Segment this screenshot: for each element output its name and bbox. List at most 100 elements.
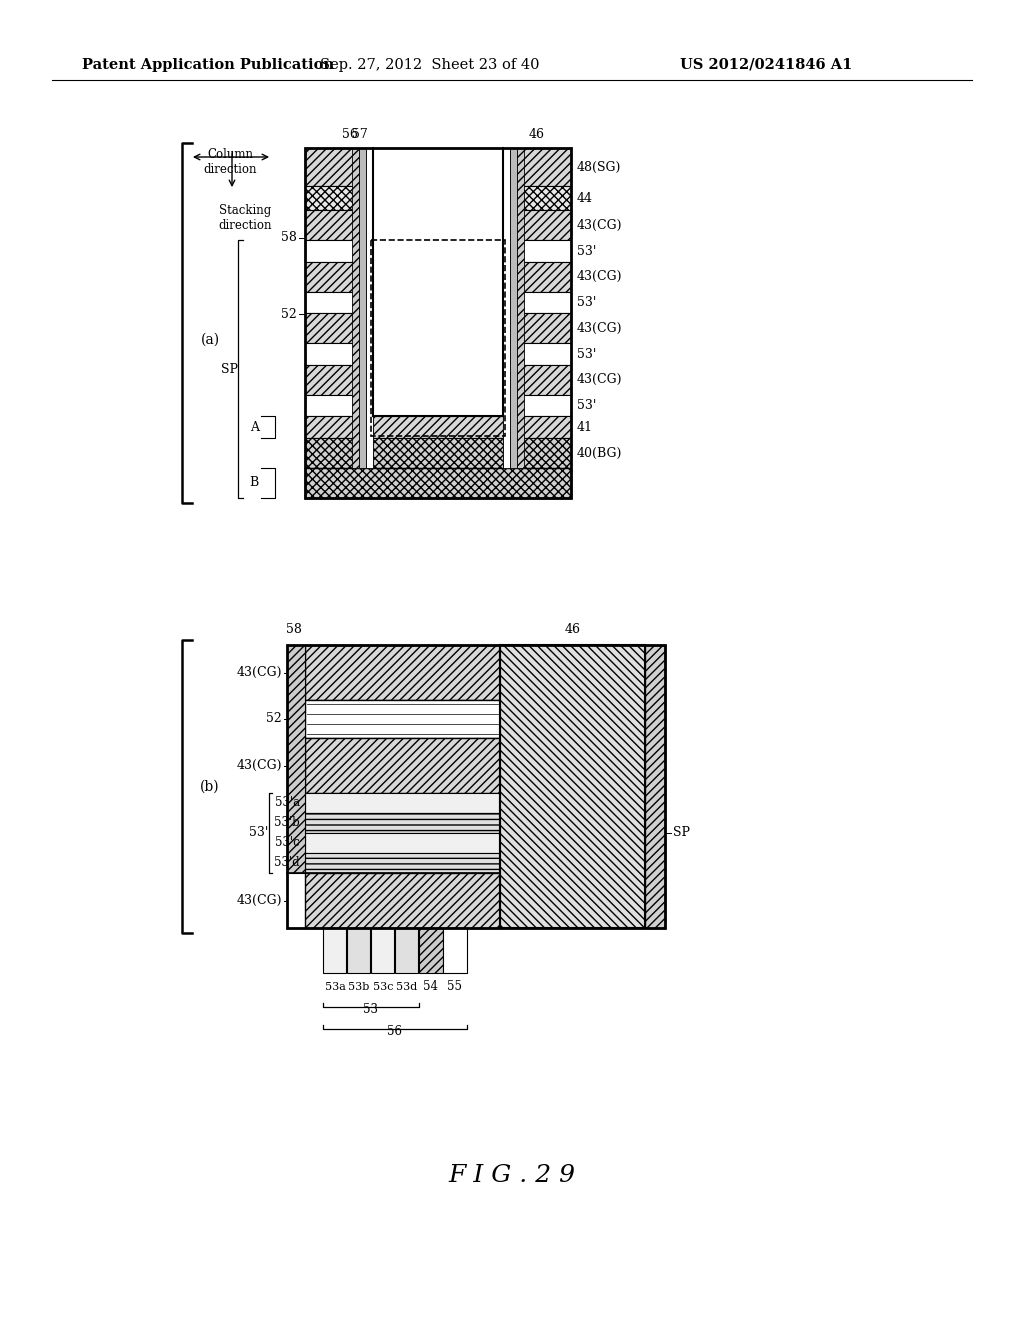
Bar: [373, 438, 503, 469]
Bar: [503, 343, 571, 364]
Text: (a): (a): [201, 333, 219, 347]
Bar: [305, 364, 373, 395]
Bar: [443, 928, 467, 973]
Bar: [503, 186, 571, 210]
Text: 58: 58: [286, 623, 302, 636]
Bar: [305, 438, 373, 469]
Text: A: A: [250, 421, 259, 434]
Bar: [305, 395, 373, 417]
Bar: [287, 645, 305, 873]
Text: 46: 46: [564, 623, 581, 636]
Text: 53': 53': [249, 826, 268, 840]
Bar: [503, 313, 571, 343]
Bar: [503, 261, 571, 292]
Text: 53'b: 53'b: [274, 817, 300, 829]
Bar: [373, 148, 503, 417]
Bar: [305, 853, 500, 873]
Bar: [371, 928, 394, 973]
Bar: [347, 928, 370, 973]
Text: 53'a: 53'a: [274, 796, 300, 809]
Bar: [305, 292, 373, 313]
Text: 53': 53': [577, 399, 596, 412]
Text: B: B: [250, 477, 259, 490]
Bar: [305, 700, 500, 738]
Text: 54: 54: [424, 981, 438, 994]
Text: 53d: 53d: [396, 982, 418, 993]
Text: 53': 53': [577, 244, 596, 257]
Text: 43(CG): 43(CG): [577, 374, 623, 387]
Text: 53'c: 53'c: [275, 837, 300, 850]
Bar: [645, 645, 665, 928]
Text: 53a: 53a: [325, 982, 345, 993]
Text: Patent Application Publication: Patent Application Publication: [82, 58, 334, 73]
Bar: [305, 793, 500, 813]
Bar: [503, 438, 571, 469]
Bar: [305, 813, 500, 833]
Bar: [395, 928, 418, 973]
Text: Stacking
direction: Stacking direction: [218, 205, 271, 232]
Text: 53b: 53b: [348, 982, 370, 993]
Bar: [503, 292, 571, 313]
Bar: [503, 417, 571, 438]
Bar: [305, 148, 571, 498]
Text: 53: 53: [364, 1003, 379, 1016]
Text: 58: 58: [282, 231, 297, 244]
Bar: [305, 833, 500, 853]
Text: 43(CG): 43(CG): [237, 667, 282, 678]
Text: 43(CG): 43(CG): [577, 219, 623, 232]
Text: 56: 56: [342, 128, 358, 141]
Bar: [352, 148, 359, 469]
Text: 43(CG): 43(CG): [237, 759, 282, 772]
Text: 53c: 53c: [373, 982, 393, 993]
Bar: [517, 148, 524, 469]
Bar: [305, 417, 373, 438]
Bar: [503, 364, 571, 395]
Text: 55: 55: [447, 981, 463, 994]
Text: 53'd: 53'd: [274, 857, 300, 870]
Bar: [371, 240, 505, 436]
Bar: [305, 186, 373, 210]
Text: 53': 53': [577, 347, 596, 360]
Bar: [503, 148, 510, 469]
Bar: [305, 313, 373, 343]
Bar: [305, 469, 571, 498]
Text: 43(CG): 43(CG): [577, 271, 623, 284]
Bar: [366, 148, 373, 469]
Bar: [359, 148, 366, 469]
Bar: [503, 210, 571, 240]
Bar: [305, 873, 500, 928]
Bar: [305, 240, 373, 261]
Text: 48(SG): 48(SG): [577, 161, 622, 173]
Bar: [305, 261, 373, 292]
Text: 46: 46: [529, 128, 545, 141]
Text: Column
direction: Column direction: [203, 148, 257, 176]
Bar: [510, 148, 517, 469]
Text: Sep. 27, 2012  Sheet 23 of 40: Sep. 27, 2012 Sheet 23 of 40: [321, 58, 540, 73]
Text: 57: 57: [352, 128, 368, 141]
Bar: [305, 148, 373, 186]
Bar: [373, 417, 503, 438]
Text: 44: 44: [577, 191, 593, 205]
Text: 43(CG): 43(CG): [237, 894, 282, 907]
Text: SP: SP: [673, 826, 690, 840]
Bar: [503, 240, 571, 261]
Text: F I G . 2 9: F I G . 2 9: [449, 1163, 575, 1187]
Bar: [503, 395, 571, 417]
Text: 53': 53': [577, 296, 596, 309]
Text: SP: SP: [221, 363, 238, 376]
Bar: [305, 343, 373, 364]
Bar: [500, 645, 645, 928]
Text: 52: 52: [282, 308, 297, 321]
Text: (b): (b): [200, 780, 220, 793]
Bar: [323, 928, 346, 973]
Text: 41: 41: [577, 421, 593, 434]
Text: 40(BG): 40(BG): [577, 446, 623, 459]
Text: 56: 56: [387, 1026, 402, 1038]
Bar: [305, 645, 500, 700]
Bar: [305, 210, 373, 240]
Text: 43(CG): 43(CG): [577, 322, 623, 335]
Bar: [503, 148, 571, 186]
Bar: [287, 645, 665, 928]
Bar: [419, 928, 443, 973]
Bar: [305, 738, 500, 793]
